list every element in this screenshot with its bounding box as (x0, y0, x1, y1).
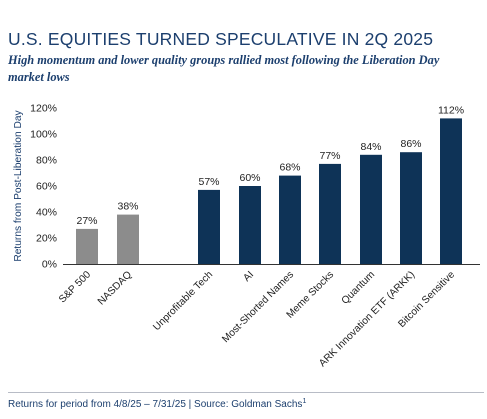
bar-value-label: 84% (360, 141, 381, 153)
bar-value-label: 86% (400, 138, 421, 150)
y-tick-label: 0% (42, 259, 57, 271)
footnote-superscript: 1 (302, 398, 307, 405)
source-footnote-text: Returns for period from 4/8/25 – 7/31/25… (8, 399, 303, 410)
y-tick-label: 20% (36, 233, 57, 245)
x-tick-label: AI (242, 269, 257, 284)
bar (76, 228, 98, 264)
bar (239, 186, 261, 264)
x-tick-label: NASDAQ (96, 269, 134, 307)
bar (360, 154, 382, 264)
bar (440, 118, 462, 265)
bar (279, 175, 301, 264)
y-tick-label: 120% (30, 103, 57, 115)
bar (319, 163, 341, 264)
chart-title: U.S. EQUITIES TURNED SPECULATIVE IN 2Q 2… (8, 29, 434, 49)
bar-value-label: 57% (198, 176, 219, 188)
x-tick-label: Unprofitable Tech (151, 269, 215, 333)
bar-value-label: 38% (117, 201, 138, 213)
y-tick-label: 80% (36, 155, 57, 167)
footer-divider (8, 392, 484, 393)
y-tick-label: 40% (36, 207, 57, 219)
y-tick-label: 60% (36, 181, 57, 193)
bar-value-label: 27% (76, 215, 97, 227)
x-tick-label: S&P 500 (57, 269, 93, 305)
bar (400, 152, 422, 264)
y-axis-title: Returns from Post-Liberation Day (13, 110, 24, 262)
y-tick-label: 100% (30, 129, 57, 141)
bar-value-label: 112% (438, 104, 464, 116)
chart-subtitle: High momentum and lower quality groups r… (8, 53, 440, 84)
bar (117, 214, 139, 264)
bar-value-label: 68% (279, 162, 300, 174)
bar-chart: Returns from Post-Liberation Day 0% 20% 40… (13, 103, 480, 369)
x-tick-label: Most-Shorted Names (220, 269, 296, 345)
bar-value-label: 77% (319, 150, 340, 162)
bar (198, 189, 220, 264)
source-footnote: Returns for period from 4/8/25 – 7/31/25… (8, 398, 307, 410)
x-tick-label: Quantum (340, 269, 377, 306)
bar-value-label: 60% (239, 172, 260, 184)
